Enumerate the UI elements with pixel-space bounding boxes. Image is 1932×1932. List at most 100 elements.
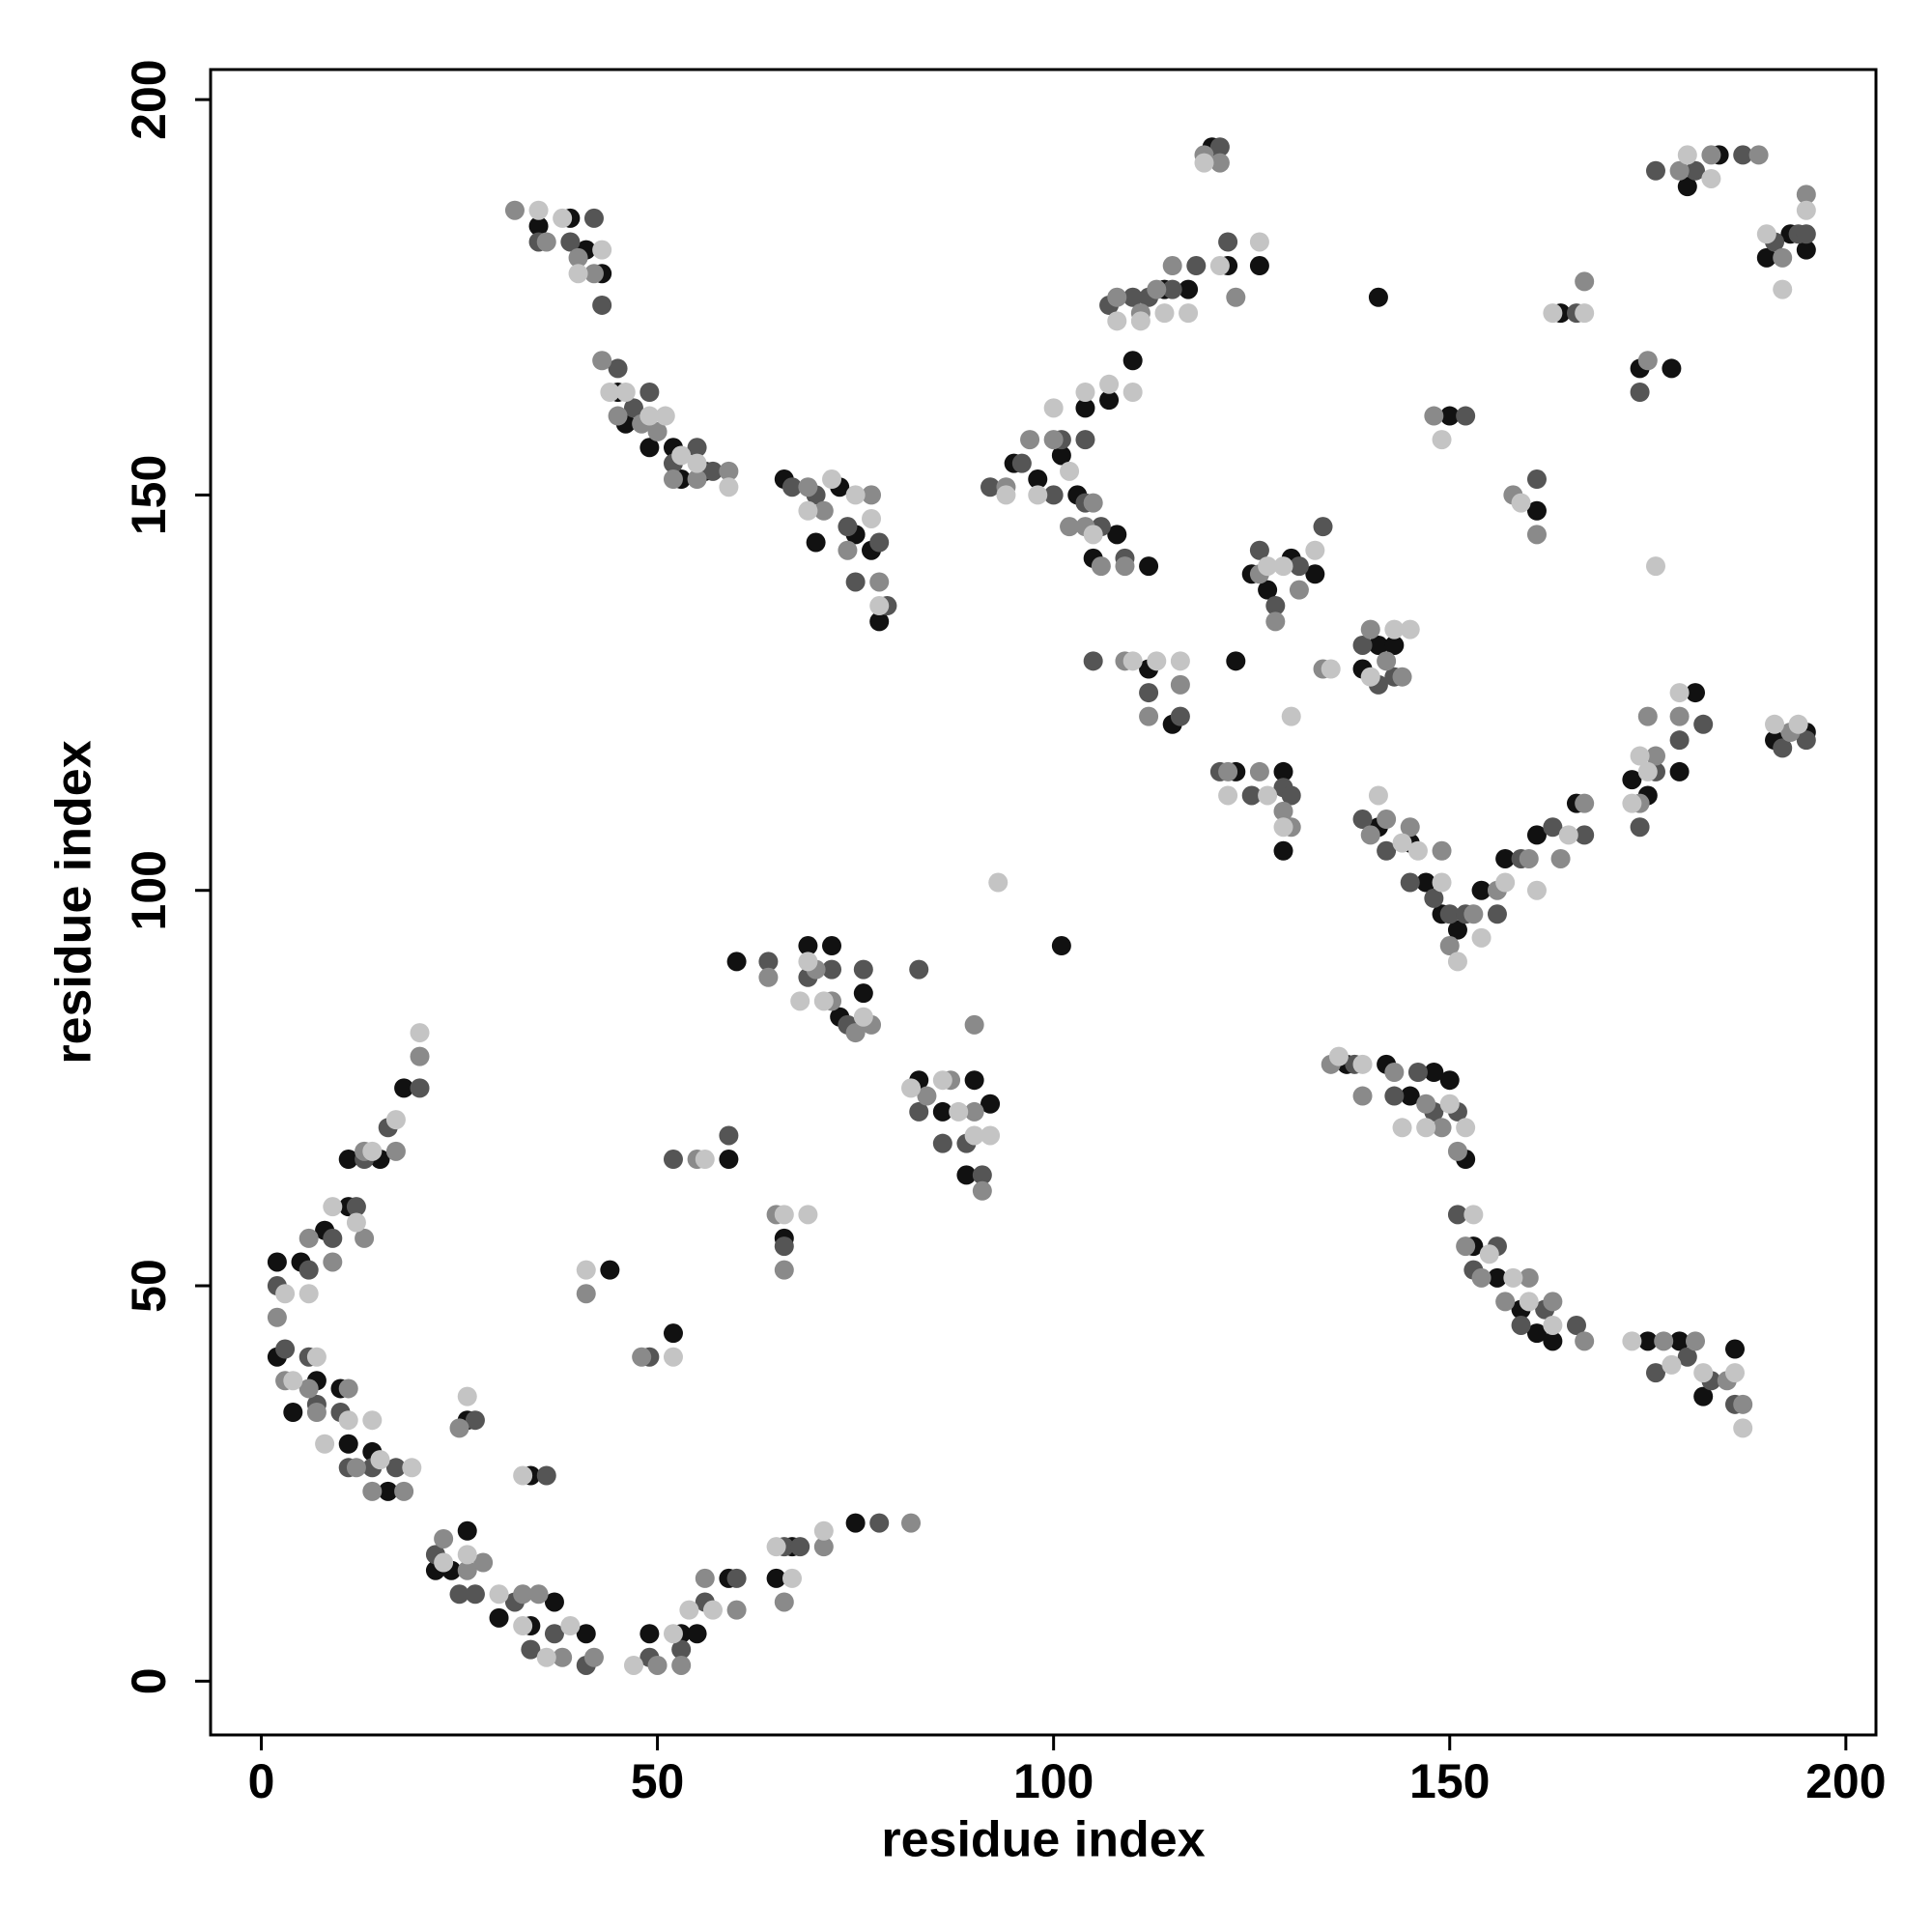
point	[1218, 761, 1238, 781]
point	[671, 1639, 692, 1660]
point	[1107, 311, 1127, 331]
point	[1051, 445, 1071, 466]
point	[592, 351, 612, 371]
point	[1107, 287, 1127, 307]
point	[1432, 840, 1452, 861]
x-tick-label: 50	[631, 1754, 685, 1808]
point	[702, 461, 723, 481]
point	[845, 485, 866, 505]
point	[298, 1378, 319, 1399]
point	[1439, 936, 1460, 956]
point	[798, 477, 818, 497]
point	[1788, 714, 1808, 734]
point	[323, 1197, 343, 1217]
point	[1265, 596, 1286, 616]
point	[813, 500, 834, 521]
point	[1416, 872, 1436, 893]
point	[1400, 817, 1420, 838]
point	[1637, 761, 1658, 781]
point	[1258, 556, 1278, 577]
point	[1495, 848, 1516, 868]
point	[822, 936, 842, 956]
point	[687, 453, 707, 473]
point	[553, 208, 573, 228]
point	[1416, 1118, 1436, 1138]
point	[1289, 580, 1309, 600]
point	[1756, 224, 1776, 244]
point	[1273, 840, 1293, 861]
point	[1241, 785, 1262, 806]
point	[410, 1023, 430, 1043]
point	[489, 1584, 509, 1605]
point	[822, 959, 842, 980]
point	[1162, 279, 1182, 299]
point	[298, 1284, 319, 1304]
point	[972, 1165, 992, 1185]
point	[1519, 1267, 1539, 1288]
point	[1352, 1054, 1373, 1074]
point	[1456, 1118, 1476, 1138]
point	[283, 1403, 303, 1423]
point	[1447, 920, 1467, 940]
point	[719, 477, 739, 497]
point	[449, 1584, 469, 1605]
point	[1416, 1094, 1436, 1114]
point	[1693, 1386, 1714, 1406]
point	[1796, 224, 1816, 244]
point	[1686, 683, 1706, 703]
point	[1051, 936, 1071, 956]
y-tick-label: 100	[122, 850, 176, 930]
point	[1368, 287, 1388, 307]
point	[687, 438, 707, 458]
point	[1352, 1086, 1373, 1106]
point	[1439, 406, 1460, 426]
point	[1384, 619, 1405, 639]
point	[1043, 398, 1064, 418]
point	[1424, 888, 1444, 908]
point	[980, 1125, 1001, 1146]
point	[1075, 382, 1095, 402]
point	[980, 477, 1001, 497]
point	[1575, 303, 1595, 324]
point	[1669, 160, 1690, 181]
point	[1258, 785, 1278, 806]
point	[457, 1560, 477, 1580]
point	[1733, 145, 1753, 165]
point	[901, 1078, 922, 1098]
point	[346, 1458, 366, 1478]
point	[862, 508, 882, 528]
point	[1669, 706, 1690, 726]
point	[956, 1165, 977, 1185]
point	[267, 1307, 287, 1327]
point	[1677, 177, 1697, 197]
y-axis-title: residue index	[46, 740, 102, 1064]
point	[1122, 287, 1143, 307]
point	[1519, 848, 1539, 868]
point	[528, 200, 549, 220]
point	[822, 469, 842, 490]
point	[1645, 160, 1665, 181]
point	[1645, 556, 1665, 577]
point	[544, 1624, 564, 1644]
point	[1654, 1331, 1674, 1351]
point	[1526, 1323, 1547, 1344]
point	[972, 1180, 992, 1201]
point	[323, 1228, 343, 1248]
point	[1526, 469, 1547, 490]
point	[1677, 145, 1697, 165]
point	[1630, 382, 1650, 402]
point	[845, 572, 866, 592]
point	[1099, 390, 1120, 411]
x-tick-label: 100	[1013, 1754, 1094, 1808]
point	[1170, 651, 1190, 671]
point	[806, 532, 826, 553]
point	[1179, 303, 1199, 324]
point	[1122, 382, 1143, 402]
point	[1328, 1046, 1349, 1066]
point	[639, 382, 660, 402]
point	[766, 1568, 786, 1588]
point	[1249, 761, 1269, 781]
point	[671, 1655, 692, 1675]
point	[1392, 1118, 1412, 1138]
